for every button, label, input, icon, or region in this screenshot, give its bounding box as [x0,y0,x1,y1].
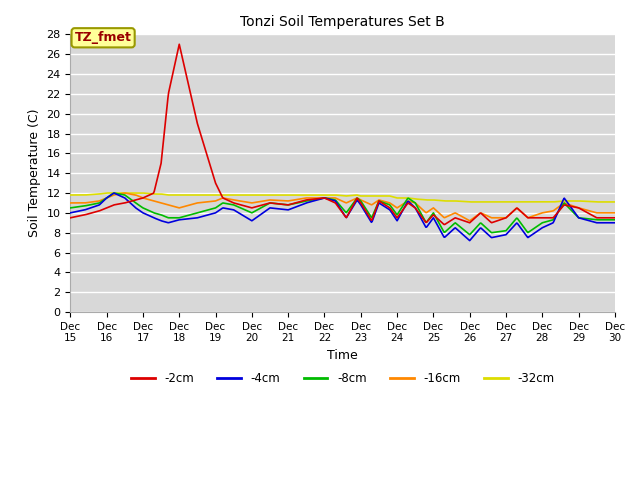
Text: TZ_fmet: TZ_fmet [75,31,132,44]
Y-axis label: Soil Temperature (C): Soil Temperature (C) [28,109,41,238]
Legend: -2cm, -4cm, -8cm, -16cm, -32cm: -2cm, -4cm, -8cm, -16cm, -32cm [126,367,559,389]
Title: Tonzi Soil Temperatures Set B: Tonzi Soil Temperatures Set B [240,15,445,29]
X-axis label: Time: Time [327,349,358,362]
